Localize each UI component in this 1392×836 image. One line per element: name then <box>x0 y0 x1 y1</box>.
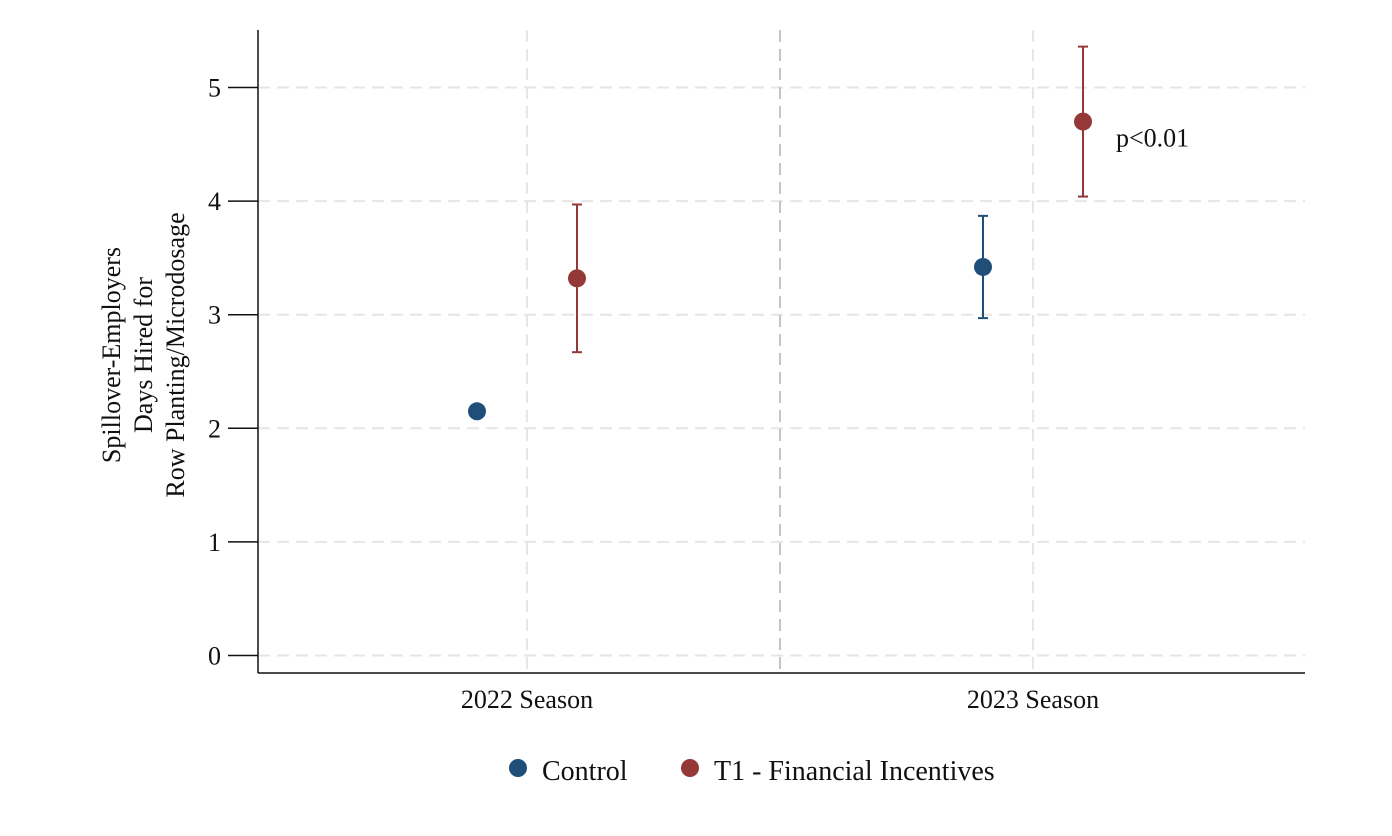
y-axis-title: Spillover-Employers Days Hired for Row P… <box>97 212 190 497</box>
y-tick-label: 3 <box>208 301 221 330</box>
marks-layer: p<0.01 <box>468 45 1189 421</box>
data-point <box>468 402 486 421</box>
x-tick-label: 2022 Season <box>461 685 593 714</box>
legend-marker <box>509 759 527 777</box>
y-tick-label: 4 <box>208 187 221 216</box>
grid-layer <box>258 30 1305 673</box>
y-axis-title-line-2: Days Hired for <box>129 277 158 433</box>
y-tick-label: 0 <box>208 642 221 671</box>
data-point <box>974 257 992 276</box>
x-tick-label: 2023 Season <box>967 685 1099 714</box>
p-value-annotation: p<0.01 <box>1116 123 1189 152</box>
y-tick-label: 1 <box>208 528 221 557</box>
legend: Control T1 - Financial Incentives <box>509 756 995 787</box>
legend-label: T1 - Financial Incentives <box>714 756 995 787</box>
axis-layer: 0 1 2 3 4 5 2022 Season 2023 Season <box>208 30 1305 714</box>
legend-label: Control <box>542 756 628 787</box>
data-point <box>1074 112 1092 131</box>
data-point <box>568 269 586 288</box>
y-tick-label: 2 <box>208 414 221 443</box>
legend-marker <box>681 759 699 777</box>
y-axis-title-line-3: Row Planting/Microdosage <box>161 212 190 497</box>
y-axis-title-line-1: Spillover-Employers <box>97 247 126 463</box>
y-tick-label: 5 <box>208 74 221 103</box>
